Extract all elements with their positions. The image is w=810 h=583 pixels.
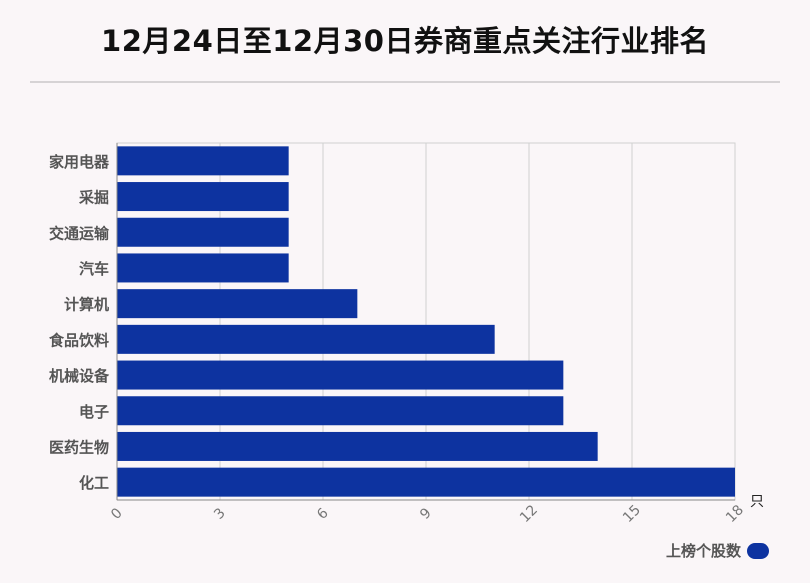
x-unit-label: 只 — [750, 494, 764, 510]
bar — [117, 467, 735, 497]
bar — [117, 396, 564, 426]
x-tick-label: 12 — [517, 502, 541, 526]
bar — [117, 360, 564, 390]
x-tick-label: 3 — [211, 505, 229, 523]
category-label: 电子 — [79, 403, 109, 421]
bar — [117, 253, 289, 283]
category-label: 交通运输 — [49, 224, 110, 242]
x-tick-label: 15 — [620, 502, 644, 526]
category-label: 计算机 — [64, 296, 109, 314]
category-label: 化工 — [79, 474, 109, 492]
legend: 上榜个股数 — [666, 540, 769, 561]
category-label: 机械设备 — [49, 367, 110, 385]
category-label: 采掘 — [78, 189, 109, 207]
bar — [117, 431, 598, 461]
x-tick-label: 9 — [417, 505, 435, 523]
bar — [117, 182, 289, 212]
x-tick-label: 18 — [723, 502, 747, 526]
x-tick-label: 0 — [108, 505, 126, 523]
x-tick-label: 6 — [314, 505, 332, 523]
bar — [117, 324, 495, 354]
chart-title: 12月24日至12月30日券商重点关注行业排名 — [101, 24, 709, 58]
bar — [117, 146, 289, 176]
category-label: 医药生物 — [49, 438, 109, 456]
bar — [117, 217, 289, 247]
category-label: 汽车 — [79, 260, 109, 278]
category-label: 食品饮料 — [49, 331, 109, 349]
legend-label: 上榜个股数 — [665, 542, 741, 560]
bar — [117, 289, 358, 319]
category-label: 家用电器 — [49, 153, 110, 171]
legend-swatch — [747, 542, 769, 559]
title-divider — [30, 81, 780, 83]
